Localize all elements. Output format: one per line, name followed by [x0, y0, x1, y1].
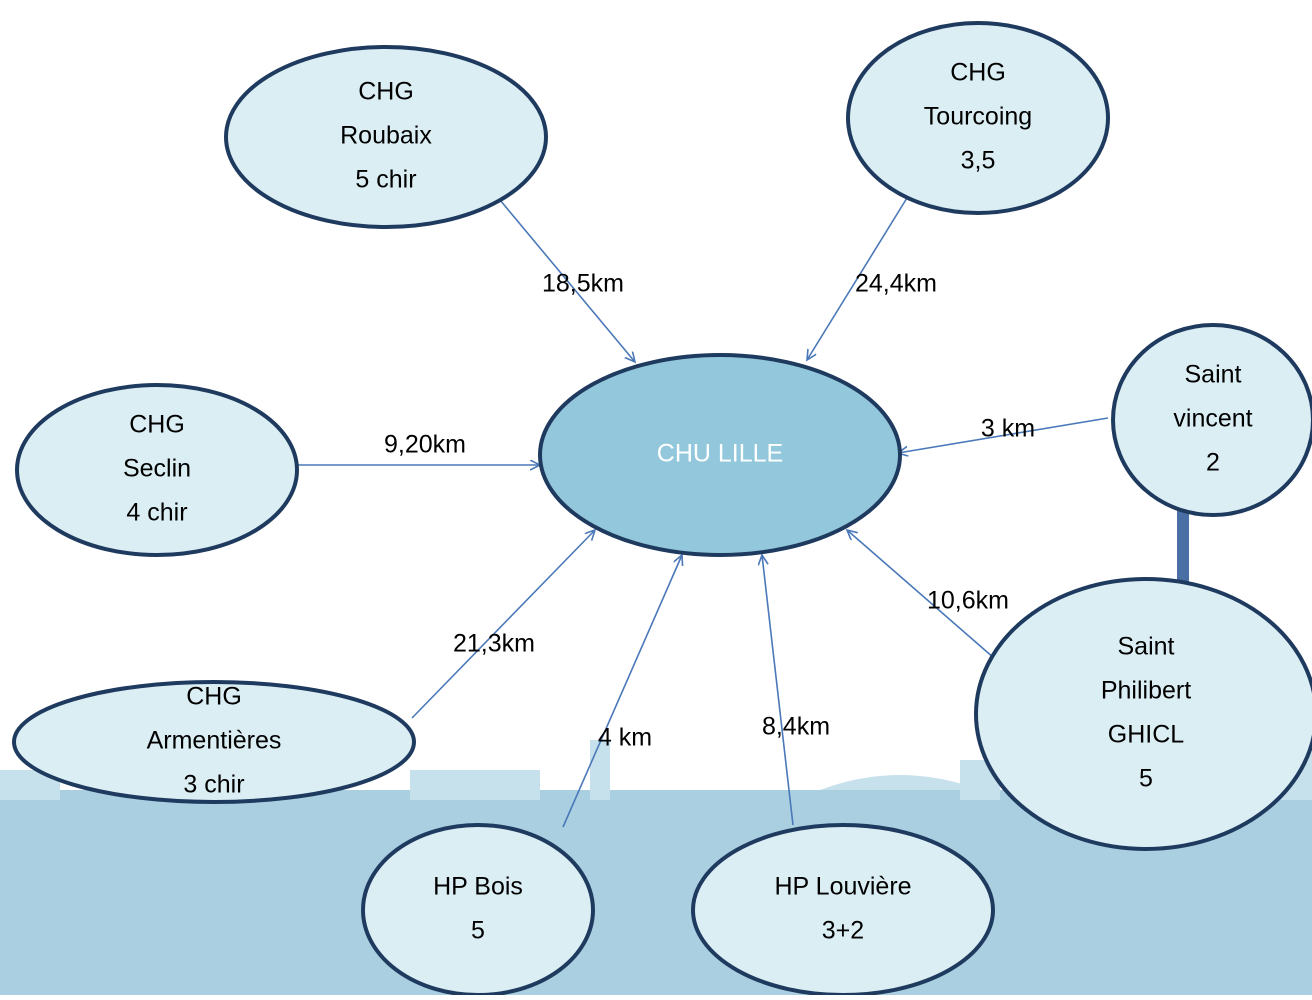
- edge: [411, 530, 595, 719]
- node-label: GHICL: [1108, 721, 1185, 749]
- edge-label: 10,6km: [927, 587, 1009, 615]
- node-label: Roubaix: [340, 122, 432, 150]
- node-label: vincent: [1173, 405, 1252, 433]
- node-label: 3,5: [961, 147, 996, 175]
- edge-label: 18,5km: [542, 270, 624, 298]
- node: [15, 383, 299, 557]
- edge: [898, 417, 1109, 453]
- node-label: Armentières: [147, 727, 282, 755]
- node: [846, 21, 1110, 215]
- node-label: Saint: [1118, 633, 1175, 661]
- node-label: CHU LILLE: [657, 440, 783, 468]
- edge: [762, 555, 794, 826]
- node-label: CHG: [950, 59, 1006, 87]
- node: [538, 353, 902, 557]
- edge-label: 4 km: [598, 724, 652, 752]
- node-label: HP Louvière: [774, 873, 911, 901]
- edges: 18,5km 24,4km 9,20km 3 km 21,3km 4 km 8,4km 10,…: [295, 184, 1109, 828]
- node-label: 3 chir: [183, 771, 244, 799]
- node-label: HP Bois: [433, 873, 523, 901]
- edge-label: 9,20km: [384, 431, 466, 459]
- node-label: CHG: [186, 683, 242, 711]
- edge-label: 3 km: [981, 415, 1035, 443]
- node-label: Tourcoing: [924, 103, 1032, 131]
- node: [12, 680, 416, 804]
- nodes: CHU LILLE CHG Roubaix 5 chir CHG Tourcoing 3,5…: [12, 21, 1312, 997]
- edge: [807, 184, 916, 360]
- node-label: 2: [1206, 449, 1220, 477]
- edge-label: 21,3km: [453, 630, 535, 658]
- edge-label: 24,4km: [855, 270, 937, 298]
- node-label: 4 chir: [126, 499, 187, 527]
- node-label: Philibert: [1101, 677, 1191, 705]
- node: [361, 823, 595, 997]
- edge: [499, 199, 635, 362]
- node-label: 5: [471, 917, 485, 945]
- node: [974, 577, 1312, 851]
- node-label: 5: [1139, 765, 1153, 793]
- node: [1111, 323, 1312, 517]
- node: [224, 45, 548, 229]
- node-label: 5 chir: [355, 166, 416, 194]
- node: [691, 823, 995, 997]
- node-label: Saint: [1185, 361, 1242, 389]
- node-label: CHG: [358, 78, 414, 106]
- node-label: Seclin: [123, 455, 191, 483]
- node-label: 3+2: [822, 917, 864, 945]
- edge-label: 8,4km: [762, 713, 830, 741]
- edge: [562, 555, 682, 828]
- edge: [847, 530, 1003, 666]
- node-label: CHG: [129, 411, 185, 439]
